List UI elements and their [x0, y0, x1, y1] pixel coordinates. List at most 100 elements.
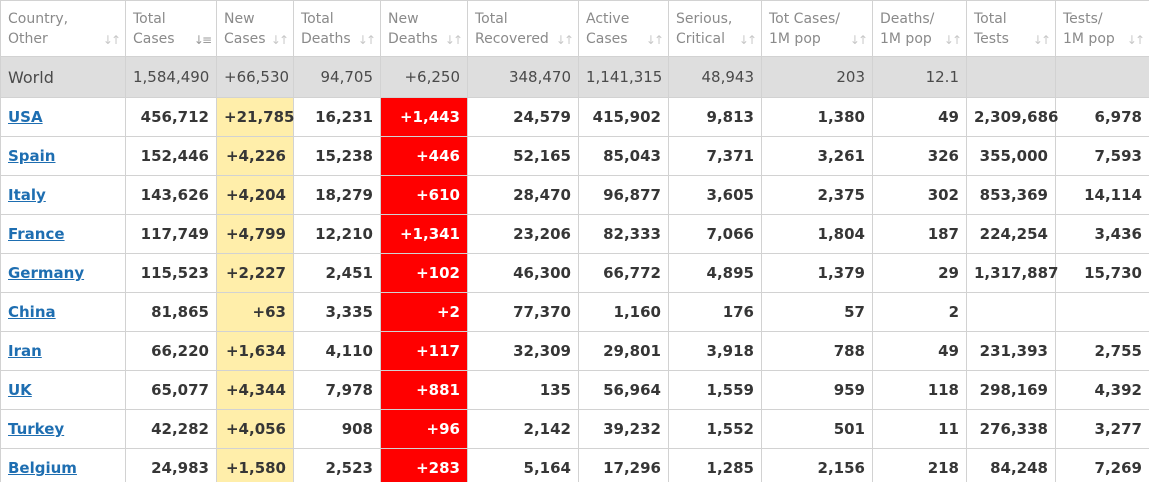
country-link[interactable]: China	[8, 303, 56, 321]
cell-cases-per-1m: 1,804	[761, 214, 873, 254]
cell-total-recovered: 32,309	[467, 331, 579, 371]
country-link[interactable]: Germany	[8, 264, 85, 282]
sort-arrows-icon[interactable]: ↓↑	[849, 33, 868, 47]
cell-country: Spain	[0, 136, 126, 176]
sort-arrows-icon[interactable]: ↓↑	[270, 33, 289, 47]
column-header-total-tests[interactable]: Total Tests ↓↑	[966, 0, 1056, 57]
cell-new-deaths: +446	[380, 136, 468, 176]
country-link[interactable]: UK	[8, 381, 32, 399]
country-link[interactable]: Iran	[8, 342, 42, 360]
cell-deaths-per-1m: 29	[872, 253, 967, 293]
sort-arrows-icon[interactable]: ↓↑	[943, 33, 962, 47]
country-link[interactable]: France	[8, 225, 65, 243]
cell-total-deaths: 12,210	[293, 214, 381, 254]
cell-total-tests: 224,254	[966, 214, 1056, 254]
cell-active-cases: 1,160	[578, 292, 669, 332]
cell-new-cases: +4,204	[216, 175, 294, 215]
cell-total-cases: 456,712	[125, 97, 217, 137]
cell-cases-per-1m: 959	[761, 370, 873, 410]
country-link[interactable]: Belgium	[8, 459, 77, 477]
cell-deaths-per-1m: 49	[872, 331, 967, 371]
country-link[interactable]: Turkey	[8, 420, 65, 438]
column-header-label-line1: Serious,	[676, 10, 733, 27]
cell-tests-per-1m: 7,593	[1055, 136, 1149, 176]
cell-total-tests: 853,369	[966, 175, 1056, 215]
cell-total-recovered: 135	[467, 370, 579, 410]
cell-country: USA	[0, 97, 126, 137]
column-header-label-line1: New	[224, 10, 255, 27]
column-header-deaths-per-1m[interactable]: Deaths/1M pop ↓↑	[872, 0, 967, 57]
column-header-new-deaths[interactable]: New Deaths ↓↑	[380, 0, 468, 57]
cell-total-tests	[966, 56, 1056, 98]
sort-arrows-icon[interactable]: ↓↑	[444, 33, 463, 47]
country-link[interactable]: USA	[8, 108, 43, 126]
cell-deaths-per-1m: 12.1	[872, 56, 967, 98]
cell-serious-critical: 9,813	[668, 97, 762, 137]
cell-cases-per-1m: 788	[761, 331, 873, 371]
cell-cases-per-1m: 2,156	[761, 448, 873, 482]
cell-new-deaths: +117	[380, 331, 468, 371]
cell-total-tests: 84,248	[966, 448, 1056, 482]
cell-tests-per-1m: 3,277	[1055, 409, 1149, 449]
sort-arrows-icon[interactable]: ↓↑	[1126, 33, 1145, 47]
column-header-active-cases[interactable]: Active Cases ↓↑	[578, 0, 669, 57]
sort-arrows-icon[interactable]: ↓↑	[555, 33, 574, 47]
column-header-total-deaths[interactable]: Total Deaths ↓↑	[293, 0, 381, 57]
cell-total-cases: 65,077	[125, 370, 217, 410]
sort-arrows-icon[interactable]: ↓↑	[1032, 33, 1051, 47]
column-header-serious-critical[interactable]: Serious, Critical ↓↑	[668, 0, 762, 57]
sort-arrows-icon[interactable]: ↓≡	[193, 33, 212, 47]
cell-cases-per-1m: 1,380	[761, 97, 873, 137]
cell-serious-critical: 1,285	[668, 448, 762, 482]
cell-new-cases: +63	[216, 292, 294, 332]
cell-serious-critical: 3,918	[668, 331, 762, 371]
cell-deaths-per-1m: 187	[872, 214, 967, 254]
cell-total-deaths: 3,335	[293, 292, 381, 332]
country-link[interactable]: Spain	[8, 147, 56, 165]
header-row: Country, Other ↓↑ Total Cases ↓≡ New Cases ↓↑ Tot…	[0, 0, 1149, 57]
cell-new-deaths: +6,250	[380, 56, 468, 98]
cell-country: Iran	[0, 331, 126, 371]
cell-total-deaths: 4,110	[293, 331, 381, 371]
cell-active-cases: 39,232	[578, 409, 669, 449]
cell-country: Turkey	[0, 409, 126, 449]
cell-tests-per-1m: 2,755	[1055, 331, 1149, 371]
cell-deaths-per-1m: 302	[872, 175, 967, 215]
cell-deaths-per-1m: 118	[872, 370, 967, 410]
cell-new-cases: +4,799	[216, 214, 294, 254]
column-header-new-cases[interactable]: New Cases ↓↑	[216, 0, 294, 57]
sort-arrows-icon[interactable]: ↓↑	[357, 33, 376, 47]
cell-total-tests	[966, 292, 1056, 332]
country-link[interactable]: Italy	[8, 186, 46, 204]
column-header-total-cases[interactable]: Total Cases ↓≡	[125, 0, 217, 57]
column-header-label-line2: Tests	[974, 30, 1009, 47]
sort-arrows-icon[interactable]: ↓↑	[102, 33, 121, 47]
cell-serious-critical: 3,605	[668, 175, 762, 215]
cell-total-cases: 66,220	[125, 331, 217, 371]
sort-arrows-icon[interactable]: ↓↑	[645, 33, 664, 47]
cell-cases-per-1m: 1,379	[761, 253, 873, 293]
cell-new-cases: +4,056	[216, 409, 294, 449]
column-header-tests-per-1m[interactable]: Tests/1M pop ↓↑	[1055, 0, 1149, 57]
column-header-label-line2: Cases	[224, 30, 266, 47]
sort-arrows-icon[interactable]: ↓↑	[738, 33, 757, 47]
table-row: France 117,749 +4,799 12,210 +1,341 23,206 82,…	[0, 214, 1149, 254]
column-header-label-line2: 1M pop	[769, 30, 821, 47]
cell-total-deaths: 94,705	[293, 56, 381, 98]
cell-active-cases: 96,877	[578, 175, 669, 215]
cell-active-cases: 66,772	[578, 253, 669, 293]
cell-tests-per-1m: 6,978	[1055, 97, 1149, 137]
cell-total-tests: 298,169	[966, 370, 1056, 410]
cell-total-recovered: 2,142	[467, 409, 579, 449]
column-header-label-line2: Cases	[586, 30, 628, 47]
column-header-cases-per-1m[interactable]: Tot Cases/1M pop ↓↑	[761, 0, 873, 57]
column-header-total-recovered[interactable]: Total Recovered ↓↑	[467, 0, 579, 57]
cell-deaths-per-1m: 11	[872, 409, 967, 449]
table-row: USA 456,712 +21,785 16,231 +1,443 24,579 415,9…	[0, 97, 1149, 137]
cell-total-deaths: 2,451	[293, 253, 381, 293]
column-header-country[interactable]: Country, Other ↓↑	[0, 0, 126, 57]
cell-total-cases: 143,626	[125, 175, 217, 215]
cell-total-cases: 117,749	[125, 214, 217, 254]
cell-new-deaths: +1,443	[380, 97, 468, 137]
